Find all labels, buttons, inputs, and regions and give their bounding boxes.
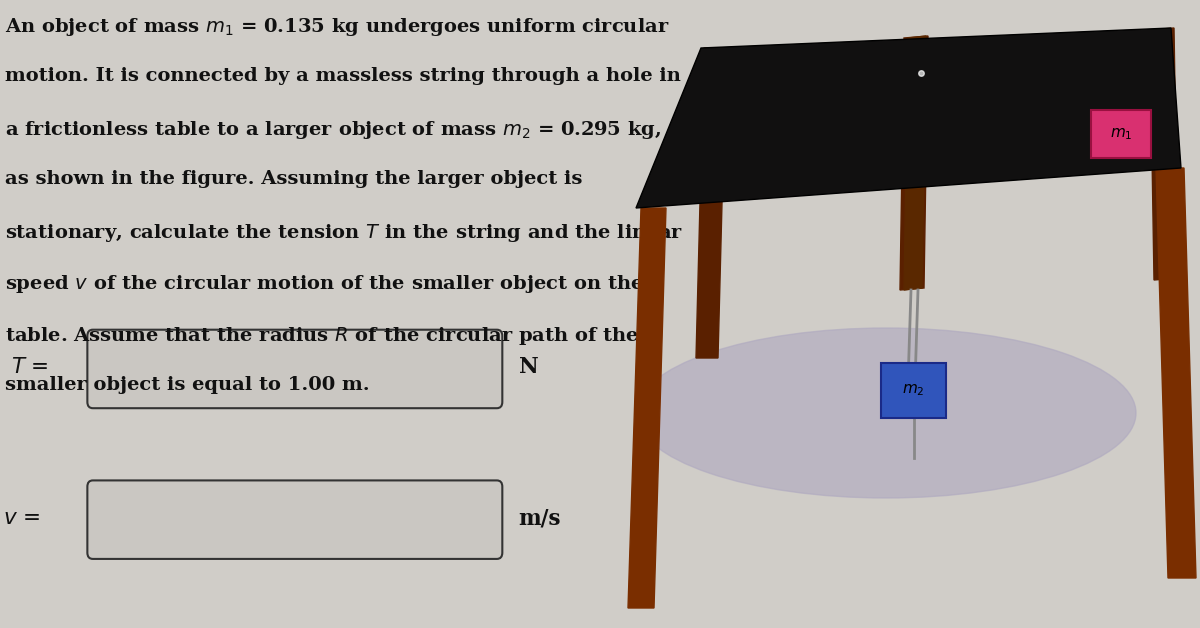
Text: $v$ =: $v$ =: [2, 507, 40, 529]
Polygon shape: [1156, 168, 1196, 578]
Polygon shape: [636, 28, 1181, 208]
Polygon shape: [1150, 28, 1178, 280]
Text: speed $v$ of the circular motion of the smaller object on the: speed $v$ of the circular motion of the …: [6, 273, 644, 295]
Text: motion. It is connected by a massless string through a hole in: motion. It is connected by a massless st…: [6, 67, 682, 85]
FancyBboxPatch shape: [88, 330, 503, 408]
Text: smaller object is equal to 1.00 m.: smaller object is equal to 1.00 m.: [6, 376, 370, 394]
Text: m/s: m/s: [518, 507, 562, 529]
Text: $m_2$: $m_2$: [902, 382, 925, 398]
Text: $m_1$: $m_1$: [1110, 126, 1133, 142]
Polygon shape: [628, 208, 666, 608]
Text: table. Assume that the radius $R$ of the circular path of the: table. Assume that the radius $R$ of the…: [6, 325, 640, 347]
Text: as shown in the figure. Assuming the larger object is: as shown in the figure. Assuming the lar…: [6, 170, 583, 188]
FancyBboxPatch shape: [881, 363, 946, 418]
Polygon shape: [900, 36, 928, 290]
Polygon shape: [904, 36, 926, 290]
Text: stationary, calculate the tension $T$ in the string and the linear: stationary, calculate the tension $T$ in…: [6, 222, 684, 244]
FancyBboxPatch shape: [1091, 110, 1151, 158]
Ellipse shape: [636, 328, 1136, 498]
Polygon shape: [696, 48, 726, 358]
Text: a frictionless table to a larger object of mass $m_2$ = 0.295 kg,: a frictionless table to a larger object …: [6, 119, 661, 141]
FancyBboxPatch shape: [88, 480, 503, 559]
Text: N: N: [518, 356, 539, 379]
Text: An object of mass $m_1$ = 0.135 kg undergoes uniform circular: An object of mass $m_1$ = 0.135 kg under…: [6, 16, 670, 38]
Text: $T$ =: $T$ =: [11, 356, 49, 379]
